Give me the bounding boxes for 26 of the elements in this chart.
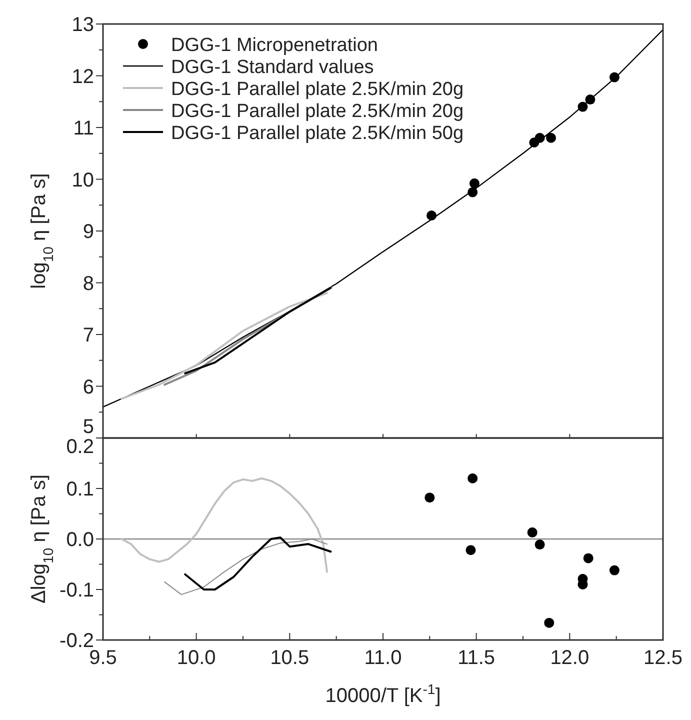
x-tick-label: 9.5 (89, 647, 117, 669)
x-tick-label: 10.5 (270, 647, 310, 669)
x-axis-title: 10000/T [K$^{-1}$] (325, 681, 441, 707)
legend-label: DGG-1 Parallel plate 2.5K/min 20g (171, 79, 464, 100)
legend-label: DGG-1 Micropenetration (171, 35, 378, 56)
y-tick-label: 6 (82, 376, 94, 398)
y-tick-label: 9 (82, 221, 94, 243)
legend-label: DGG-1 Standard values (171, 57, 374, 78)
x-tick-label: 11.0 (364, 647, 402, 669)
x-tick-label: 11.5 (458, 647, 496, 669)
legend-label: DGG-1 Parallel plate 2.5K/min 20g (171, 101, 464, 122)
y-tick-label: 5 (82, 416, 94, 438)
y-tick-label: 0.0 (66, 529, 94, 551)
legend-label: DGG-1 Parallel plate 2.5K/min 50g (171, 123, 464, 144)
y-tick-label: 12 (72, 66, 94, 88)
y-tick-label: 0.2 (66, 436, 94, 458)
x-tick-label: 10.0 (176, 647, 216, 669)
y-tick-label: 10 (72, 169, 94, 192)
x-tick-label: 12.0 (550, 647, 590, 669)
y-tick-label: 13 (72, 14, 94, 36)
y-tick-label: 7 (82, 324, 94, 346)
x-tick-label: 12.5 (644, 647, 682, 669)
y-tick-label: 0.1 (66, 478, 94, 500)
y-tick-label: 8 (82, 272, 94, 295)
y-tick-label: -0.1 (60, 580, 94, 602)
y-tick-label: 11 (73, 118, 94, 140)
